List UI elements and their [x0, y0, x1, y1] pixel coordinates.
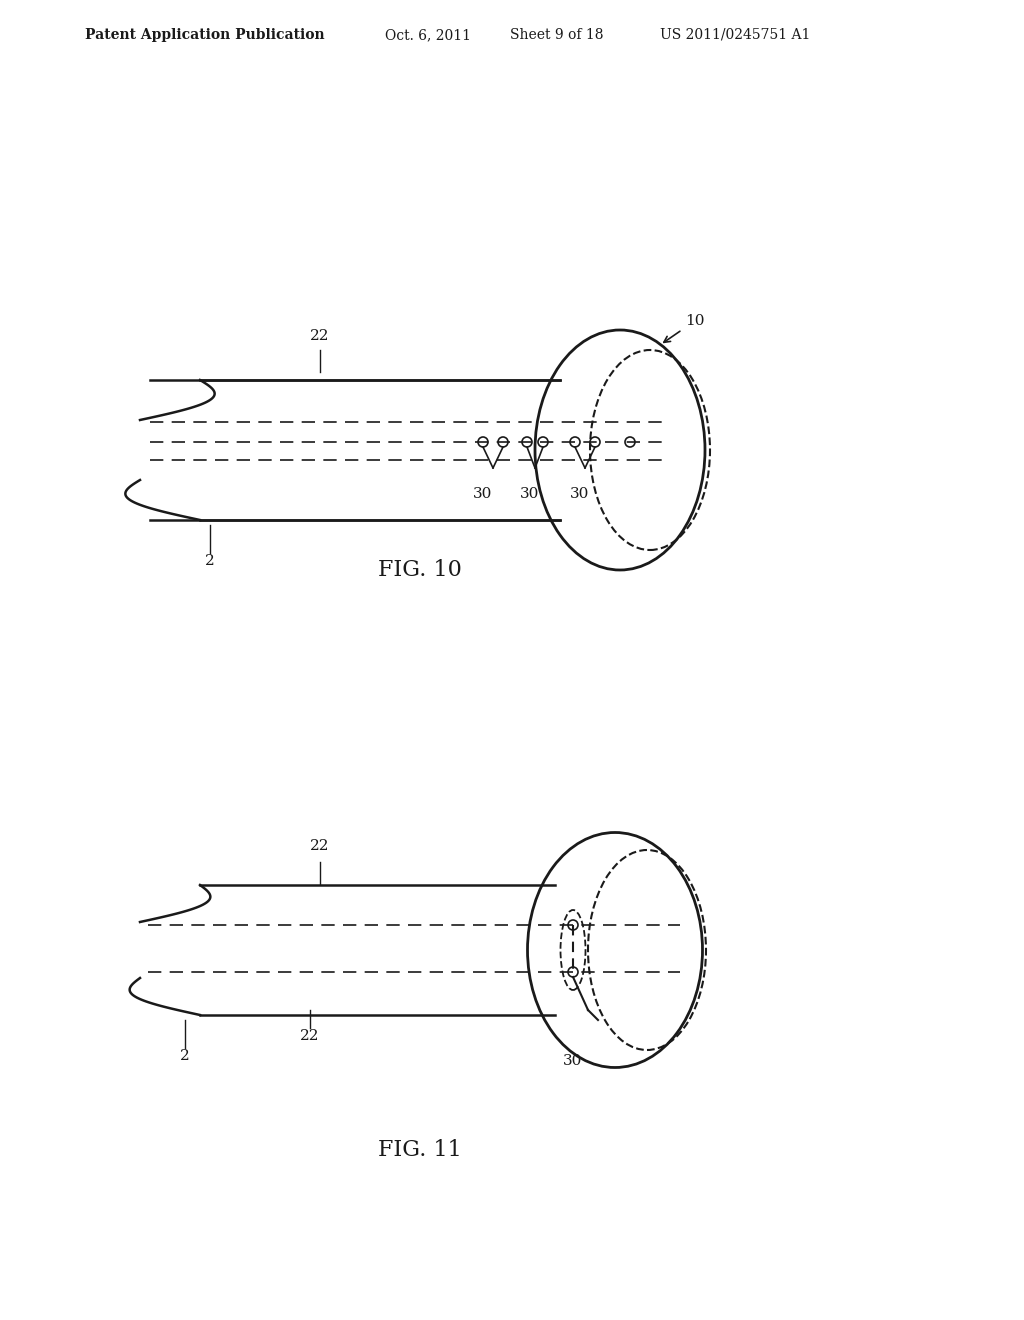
Text: Sheet 9 of 18: Sheet 9 of 18 — [510, 28, 603, 42]
Text: 30: 30 — [563, 1053, 583, 1068]
Text: 30: 30 — [520, 487, 540, 502]
Text: 30: 30 — [473, 487, 493, 502]
Text: 22: 22 — [310, 840, 330, 853]
Text: FIG. 11: FIG. 11 — [378, 1139, 462, 1162]
Text: FIG. 10: FIG. 10 — [378, 558, 462, 581]
Text: 10: 10 — [664, 314, 705, 342]
Text: Patent Application Publication: Patent Application Publication — [85, 28, 325, 42]
Text: US 2011/0245751 A1: US 2011/0245751 A1 — [660, 28, 810, 42]
Text: 22: 22 — [300, 1030, 319, 1043]
Text: 22: 22 — [310, 329, 330, 343]
Text: 2: 2 — [205, 554, 215, 568]
Text: Oct. 6, 2011: Oct. 6, 2011 — [385, 28, 471, 42]
Text: 2: 2 — [180, 1049, 189, 1063]
Text: 30: 30 — [570, 487, 590, 502]
